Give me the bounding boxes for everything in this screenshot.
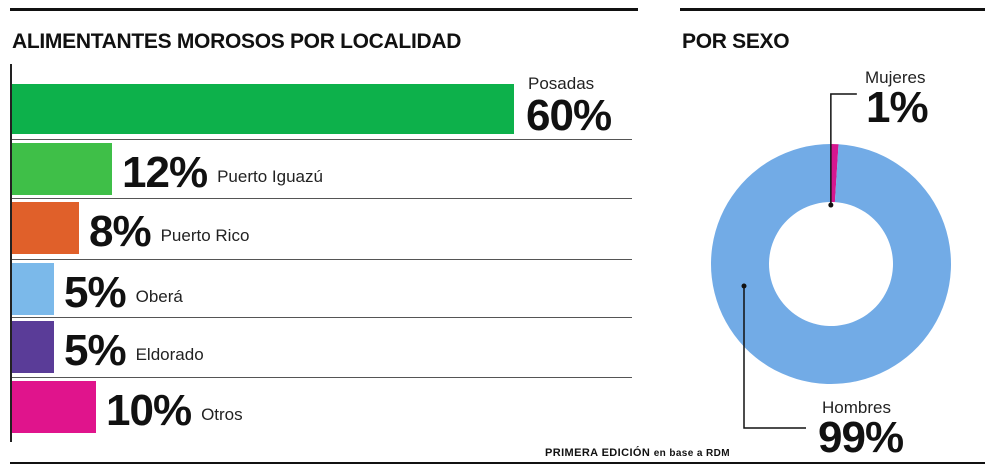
category-label-otros: Otros [201,405,243,424]
donut-category-hombres: Hombres [822,398,891,417]
category-label-puerto-iguazu: Puerto Iguazú [217,167,323,186]
leader-dot-mujeres [828,202,834,208]
leader-dot-hombres [741,283,747,289]
bar-separator [12,259,632,260]
value-label-puerto-rico: 8% [89,207,152,256]
top-rule-left [10,8,638,11]
category-label-puerto-rico: Puerto Rico [160,226,250,245]
donut-value-mujeres: 1% [866,83,929,132]
bar-puerto-rico [12,202,79,254]
bar-posadas [12,84,514,134]
donut-chart-title: POR SEXO [682,30,790,53]
top-rule-right [680,8,985,11]
value-label-otros: 10% [106,386,192,435]
category-label-posadas: Posadas [528,74,595,93]
bar-obera [12,263,54,315]
bar-chart-axis [10,64,12,442]
donut-chart [711,93,951,429]
value-label-obera: 5% [64,268,127,317]
bar-separator [12,317,632,318]
donut-value-hombres: 99% [818,413,904,462]
donut-category-mujeres: Mujeres [865,68,926,87]
value-label-puerto-iguazu: 12% [122,148,208,197]
bar-puerto-iguazu [12,143,112,195]
bar-otros [12,381,96,433]
category-label-eldorado: Eldorado [135,345,204,364]
bar-separator [12,139,632,140]
value-label-eldorado: 5% [64,326,127,375]
bar-separator [12,377,632,378]
bottom-rule [10,462,985,464]
leader-line-mujeres [830,93,857,206]
value-label-posadas: 60% [526,91,612,140]
category-label-obera: Oberá [135,287,183,306]
donut-slice-hombres [711,144,951,385]
bar-chart-title: ALIMENTANTES MOROSOS POR LOCALIDAD [12,30,462,53]
source-suffix: en base a RDM [653,448,731,459]
bar-eldorado [12,321,54,373]
source-prefix: PRIMERA EDICIÓN [545,447,651,459]
donut-slice-mujeres [831,144,839,203]
source-credit: PRIMERA EDICIÓN en base a RDM [545,447,730,459]
bar-separator [12,198,632,199]
leader-line-hombres [743,286,806,429]
